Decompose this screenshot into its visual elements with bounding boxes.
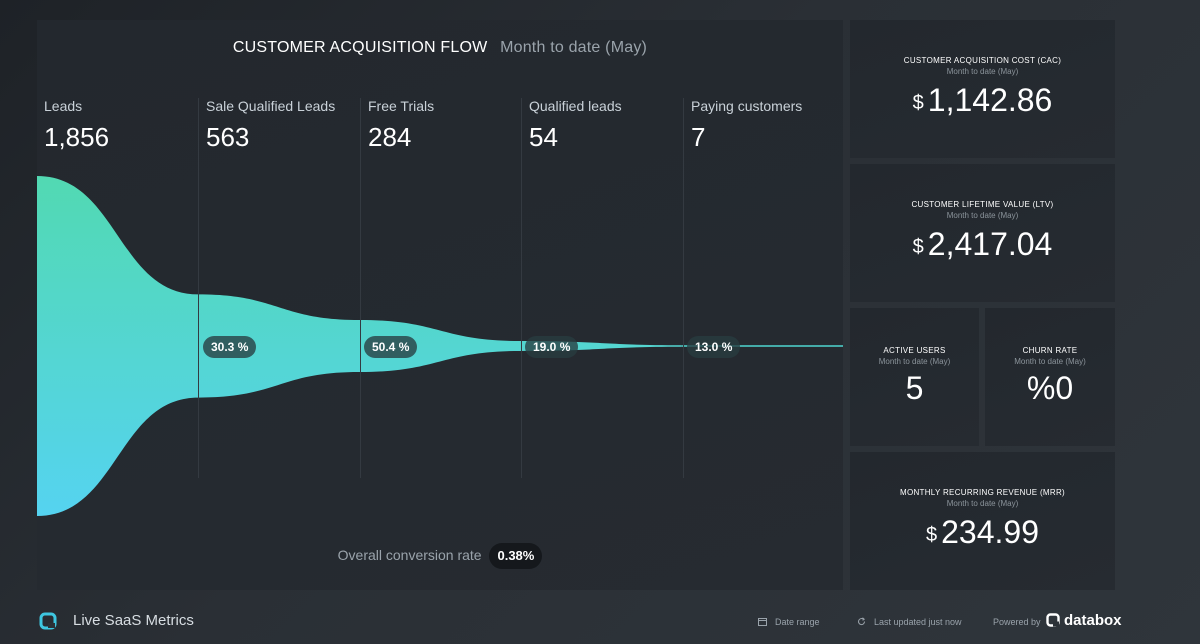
overall-conversion-value: 0.38% [489,543,543,569]
stage-free-trials: Free Trials 284 [360,98,521,478]
ltv-card: CUSTOMER LIFETIME VALUE (LTV) Month to d… [850,164,1115,302]
date-range-button[interactable]: Date range [758,617,820,627]
metric-number: 234.99 [941,514,1039,550]
active-users-card: ACTIVE USERS Month to date (May) 5 [850,308,979,446]
stage-qualified-leads: Qualified leads 54 [521,98,683,478]
stage-leads: Leads 1,856 [37,98,198,478]
stage-label: Paying customers [691,98,803,114]
stage-label: Free Trials [368,98,435,114]
overall-conversion: Overall conversion rate 0.38% [37,543,843,569]
databox-logo-icon[interactable] [39,612,57,630]
stage-value: 1,856 [44,122,110,152]
databox-brand[interactable]: databox [1046,612,1122,630]
mrr-card: MONTHLY RECURRING REVENUE (MRR) Month to… [850,452,1115,590]
currency-symbol: $ [912,92,924,114]
metric-subtitle: Month to date (May) [946,211,1019,220]
conversion-rate-badge: 13.0 % [687,336,741,358]
metric-value: $234.99 [850,514,1115,551]
metric-title: CHURN RATE [1022,346,1078,355]
stage-label: Leads [44,98,83,114]
date-range-label: Date range [775,617,820,627]
stage-paying-customers: Paying customers 7 [683,98,843,478]
funnel-panel: CUSTOMER ACQUISITION FLOW Month to date … [37,20,843,590]
funnel-period: Month to date (May) [500,39,648,56]
databox-brand-icon [1046,613,1060,627]
cac-card: CUSTOMER ACQUISITION COST (CAC) Month to… [850,20,1115,158]
powered-by-label: Powered by [993,617,1041,627]
stage-label: Sale Qualified Leads [206,98,336,114]
currency-symbol: $ [926,524,938,546]
churn-rate-card: CHURN RATE Month to date (May) %0 [985,308,1115,446]
refresh-icon [858,617,866,626]
last-updated-status: Last updated just now [857,617,962,627]
stage-value: 563 [206,122,250,152]
conversion-rate-badge: 50.4 % [364,336,418,358]
calendar-icon [758,618,767,626]
metric-title: MONTHLY RECURRING REVENUE (MRR) [899,488,1065,497]
metric-title: ACTIVE USERS [883,346,946,355]
overall-conversion-label: Overall conversion rate [337,547,482,563]
stage-value: 284 [368,122,412,152]
metric-value: $2,417.04 [850,226,1115,263]
currency-symbol: $ [912,236,924,258]
stage-value: 54 [529,122,558,152]
conversion-rate-badge: 30.3 % [203,336,257,358]
metric-value: $1,142.86 [850,82,1115,119]
stage-label: Qualified leads [529,98,622,114]
last-updated-label: Last updated just now [874,617,962,627]
brand-name: databox [1064,612,1122,629]
funnel-title-text: CUSTOMER ACQUISITION FLOW [232,39,488,56]
dashboard-title: Live SaaS Metrics [73,612,194,629]
funnel-title: CUSTOMER ACQUISITION FLOW Month to date … [37,39,843,57]
metric-value: 5 [905,370,924,406]
metric-number: 2,417.04 [927,226,1053,262]
metric-number: 1,142.86 [927,82,1053,118]
metric-subtitle: Month to date (May) [878,357,951,366]
footer-bar: Live SaaS Metrics Date range Last update… [0,596,1200,644]
metric-subtitle: Month to date (May) [1014,357,1086,366]
metric-subtitle: Month to date (May) [946,67,1019,76]
metric-title: CUSTOMER LIFETIME VALUE (LTV) [911,200,1054,209]
stage-sale-qualified-leads: Sale Qualified Leads 563 [198,98,360,478]
metric-subtitle: Month to date (May) [946,499,1019,508]
funnel-shape [37,176,682,516]
conversion-rate-badge: 19.0 % [525,336,579,358]
metric-title: CUSTOMER ACQUISITION COST (CAC) [903,56,1062,65]
metric-value: %0 [1026,370,1074,406]
stage-value: 7 [691,122,706,152]
